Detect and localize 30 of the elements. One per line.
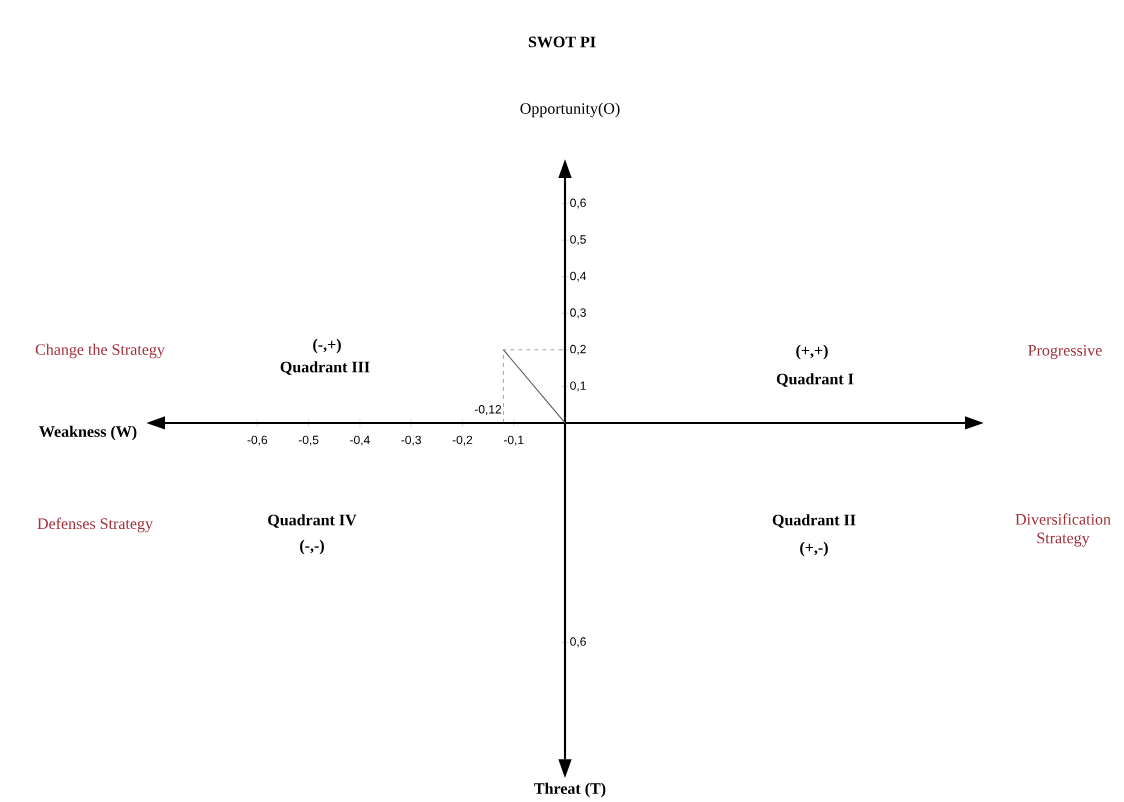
annotation: Quadrant IV [268, 514, 357, 528]
annotation: Quadrant III [280, 361, 370, 375]
text: Defenses Strategy [37, 517, 153, 533]
y-tick-label: 0,4 [570, 271, 587, 282]
annotation: -0,12 [474, 405, 502, 415]
x-tick-label: -0,5 [298, 435, 319, 446]
annotation: Quadrant II [772, 514, 856, 528]
annotation: Quadrant I [776, 373, 854, 387]
text: Diversification Strategy [1015, 513, 1111, 547]
x-tick-label: -0,1 [503, 435, 524, 446]
annotation: (+,+) [796, 344, 828, 360]
x-axis-title: Weakness (W) [39, 425, 137, 441]
x-tick-label: -0,2 [452, 435, 473, 446]
text: Threat (T) [534, 782, 606, 798]
x-tick-label: -0,4 [350, 435, 370, 446]
y-tick-label: 0,6 [570, 198, 586, 209]
y-tick-label: 0,1 [570, 381, 586, 392]
y-tick-label: 0,6 [570, 637, 586, 648]
text: Progressive [1028, 344, 1102, 360]
y-axis-title: Opportunity(O) [520, 102, 620, 118]
text: Change the Strategy [35, 343, 165, 359]
annotation: (-,-) [300, 539, 324, 555]
y-tick-label: 0,5 [570, 235, 586, 246]
x-tick-label: -0,3 [401, 435, 421, 446]
chart-title: SWOT PI [528, 36, 596, 48]
annotation: (+,-) [800, 541, 828, 557]
y-tick-label: 0,3 [570, 308, 586, 319]
y-tick-label: 0,2 [570, 344, 586, 355]
x-tick-label: -0,6 [247, 435, 268, 446]
annotation: (-,+) [313, 338, 341, 354]
